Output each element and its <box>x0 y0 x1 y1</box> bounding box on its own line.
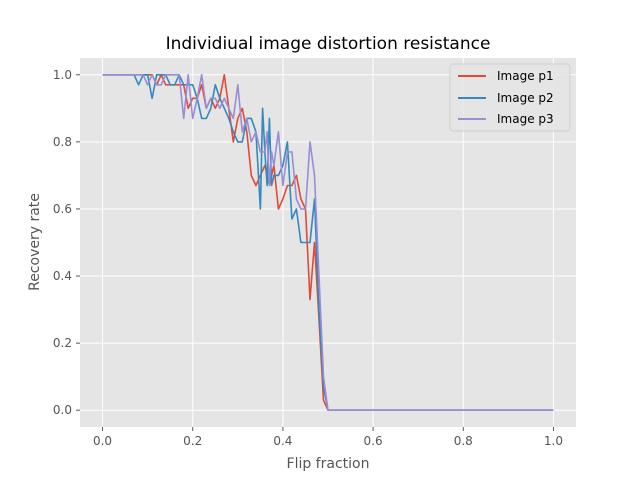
y-tick-label: 0.2 <box>53 336 72 350</box>
ticks: 0.0 0.2 0.4 0.6 0.8 1.0 0.0 0.2 0.4 0.6 0.8 1.0 <box>53 68 563 448</box>
x-tick-label: 0.6 <box>364 434 383 448</box>
x-tick-label: 0.0 <box>93 434 112 448</box>
y-tick-label: 0.4 <box>53 269 72 283</box>
x-tick-label: 0.8 <box>454 434 473 448</box>
legend: Image p1 Image p2 Image p3 <box>449 63 571 132</box>
y-axis-label: Recovery rate <box>27 193 43 291</box>
x-tick-label: 0.2 <box>183 434 202 448</box>
y-tick-label: 0.0 <box>53 403 72 417</box>
series-line-3 <box>102 74 554 412</box>
legend-label-p2: Image p2 <box>497 91 554 105</box>
x-axis-label: Flip fraction <box>287 456 370 472</box>
series-line-2 <box>102 74 554 412</box>
legend-box <box>449 63 571 132</box>
chart-title: Individiual image distortion resistance <box>166 34 491 54</box>
y-tick-label: 0.8 <box>53 135 72 149</box>
legend-label-p1: Image p1 <box>497 69 554 83</box>
y-tick-label: 1.0 <box>53 68 72 82</box>
grid <box>80 58 576 427</box>
x-tick-label: 1.0 <box>544 434 563 448</box>
legend-label-p3: Image p3 <box>497 112 554 126</box>
series-lines <box>102 74 554 412</box>
x-tick-label: 0.4 <box>273 434 292 448</box>
y-tick-label: 0.6 <box>53 202 72 216</box>
